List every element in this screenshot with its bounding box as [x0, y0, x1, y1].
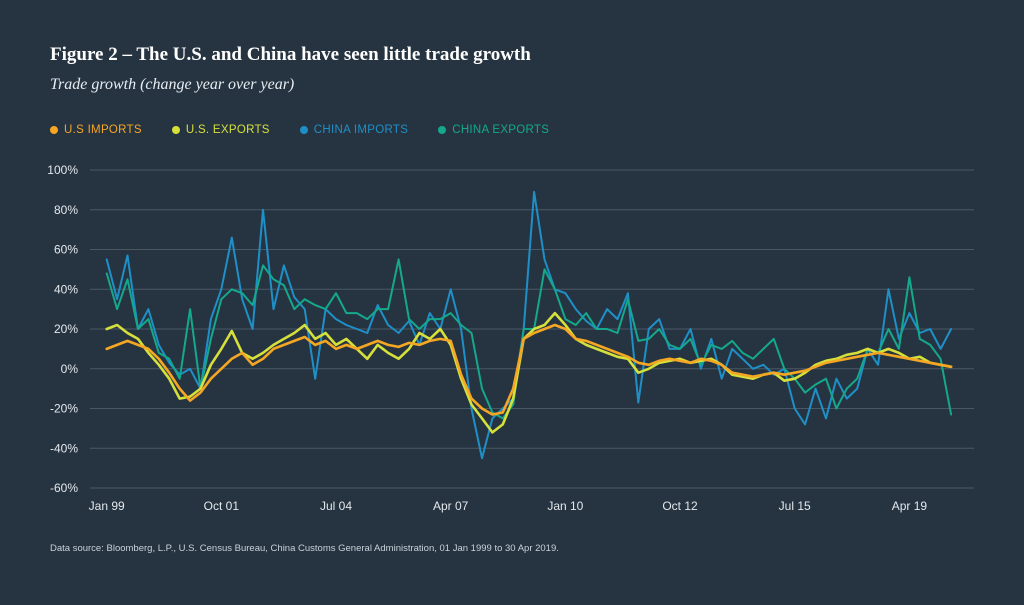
legend-swatch-us-exports	[171, 126, 180, 134]
y-tick-label: 20%	[54, 322, 78, 336]
x-tick-label: Apr 07	[433, 499, 469, 513]
y-tick-label: -60%	[50, 481, 78, 495]
x-tick-label: Oct 12	[662, 499, 698, 513]
legend-item-china-imports: CHINA IMPORTS	[299, 124, 409, 136]
x-tick-label: Jul 04	[320, 499, 352, 513]
chart-title: Figure 2 – The U.S. and China have seen …	[50, 44, 531, 65]
legend-label-china-exports: CHINA EXPORTS	[452, 124, 550, 136]
data-source-note: Data source: Bloomberg, L.P., U.S. Censu…	[50, 543, 559, 554]
y-tick-label: 0%	[61, 362, 79, 376]
y-tick-label: 60%	[54, 243, 78, 257]
y-tick-label: -40%	[50, 441, 78, 455]
legend-item-china-exports: CHINA EXPORTS	[438, 124, 549, 136]
legend-swatch-china-imports	[299, 126, 308, 134]
legend-item-us-exports: U.S. EXPORTS	[171, 124, 270, 136]
series-line-china-exports	[105, 258, 953, 420]
y-tick-label: 40%	[54, 282, 78, 296]
x-tick-label: Jan 99	[89, 499, 125, 513]
legend-swatch-us-imports	[50, 126, 58, 134]
series-line-china-imports	[105, 190, 953, 460]
x-tick-label: Jul 15	[779, 499, 811, 513]
legend-label-china-imports: CHINA IMPORTS	[313, 124, 409, 136]
y-tick-label: 100%	[47, 163, 78, 177]
legend-item-us-imports: U.S IMPORTS	[50, 124, 142, 136]
y-tick-label: -20%	[50, 402, 78, 416]
legend-swatch-china-exports	[438, 126, 447, 134]
chart-subtitle: Trade growth (change year over year)	[50, 76, 295, 93]
y-tick-label: 80%	[54, 203, 78, 217]
x-tick-label: Jan 10	[547, 499, 583, 513]
x-tick-label: Oct 01	[204, 499, 240, 513]
x-tick-label: Apr 19	[892, 499, 928, 513]
series-line-u-s-imports	[105, 323, 953, 416]
chart-legend: U.S IMPORTS U.S. EXPORTS CHINA IMPORTS C…	[50, 124, 549, 136]
legend-label-us-imports: U.S IMPORTS	[64, 124, 142, 136]
legend-label-us-exports: U.S. EXPORTS	[185, 124, 270, 136]
